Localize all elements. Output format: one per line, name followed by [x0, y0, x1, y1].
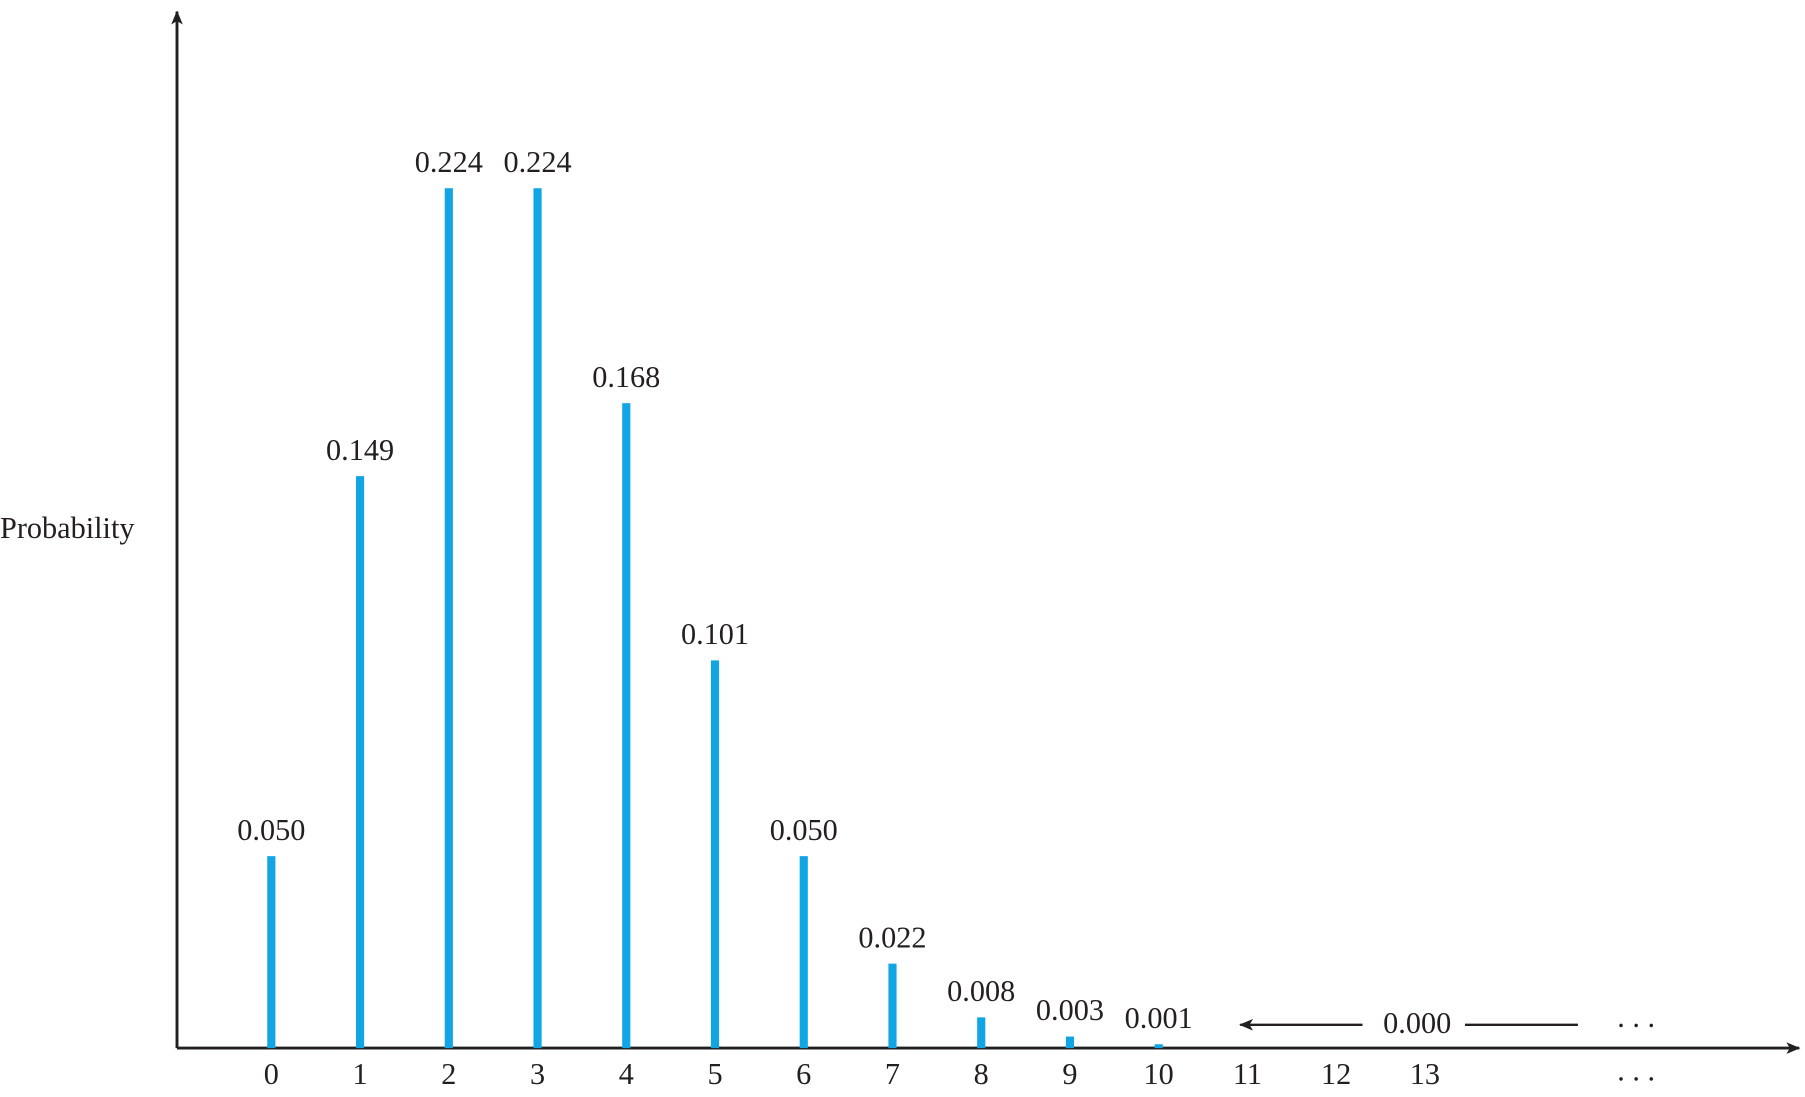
x-tick-label: 13 [1410, 1057, 1440, 1091]
value-label: 0.001 [1125, 1001, 1193, 1035]
value-label: 0.224 [503, 145, 571, 179]
value-label: 0.101 [681, 617, 749, 651]
value-label: 0.050 [770, 813, 838, 847]
x-tick-label: 4 [619, 1057, 634, 1091]
bar [799, 856, 808, 1049]
x-tick-label: 7 [885, 1057, 900, 1091]
y-axis-label: Probability [0, 511, 135, 545]
bar [1065, 1036, 1075, 1049]
x-tick-label: 10 [1144, 1057, 1174, 1091]
x-tick-label: 9 [1062, 1057, 1077, 1091]
value-label: 0.149 [326, 433, 394, 467]
value-label: 0.224 [415, 145, 483, 179]
bar [622, 403, 631, 1049]
value-label: 0.168 [592, 360, 660, 394]
value-label: 0.003 [1036, 993, 1104, 1027]
bar [1154, 1044, 1163, 1049]
x-tick-label: 3 [530, 1057, 545, 1091]
ellipsis: . . . [1617, 1054, 1655, 1088]
bar [888, 963, 897, 1049]
annotation: 0.000 [1383, 1006, 1451, 1040]
x-tick-label: 11 [1233, 1057, 1262, 1091]
x-tick-label: 6 [796, 1057, 811, 1091]
bar [444, 188, 453, 1049]
bar [977, 1017, 986, 1049]
bar [710, 660, 720, 1049]
ellipsis: . . . [1617, 1000, 1655, 1034]
x-tick-label: 12 [1321, 1057, 1351, 1091]
x-tick-label: 8 [974, 1057, 989, 1091]
value-label: 0.008 [947, 974, 1015, 1008]
x-tick-label: 5 [707, 1057, 722, 1091]
bar [355, 476, 365, 1049]
bar [267, 856, 276, 1049]
value-label: 0.022 [858, 920, 926, 954]
bar [533, 188, 542, 1049]
x-tick-label: 2 [441, 1057, 456, 1091]
x-tick-label: 1 [352, 1057, 367, 1091]
value-label: 0.050 [237, 813, 305, 847]
x-tick-label: 0 [264, 1057, 279, 1091]
